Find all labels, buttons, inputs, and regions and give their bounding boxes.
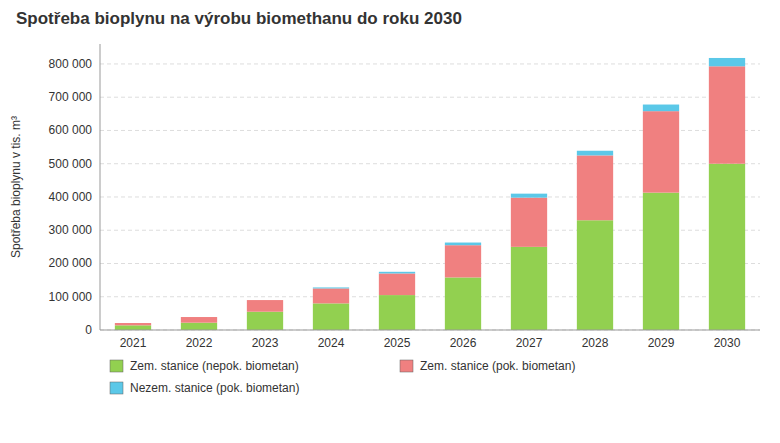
x-tick-label: 2027 (516, 336, 543, 350)
y-tick-label: 100 000 (49, 290, 93, 304)
y-tick-label: 0 (85, 323, 92, 337)
x-tick-label: 2022 (186, 336, 213, 350)
bar-segment (115, 323, 151, 324)
bar-segment (643, 105, 679, 112)
x-ticks: 2021 2022 2023 2024 2025 2026 2027 2028 2029 2030 (120, 336, 741, 350)
legend-swatch (110, 382, 123, 394)
y-tick-label: 500 000 (49, 157, 93, 171)
bar-segment (445, 277, 481, 330)
bar-segment (181, 317, 217, 318)
legend-swatch (400, 360, 413, 372)
bar-segment (577, 220, 613, 330)
x-axis-line (100, 330, 760, 331)
bar-segment (577, 151, 613, 156)
x-tick-label: 2024 (318, 336, 345, 350)
x-tick-label: 2029 (648, 336, 675, 350)
bar-segment (313, 287, 349, 289)
y-axis-line (100, 44, 101, 330)
grid-line (100, 330, 760, 331)
bars (115, 58, 745, 330)
y-tick-label: 300 000 (49, 223, 93, 237)
legend-label: Nezem. stanice (pok. biometan) (130, 381, 299, 395)
chart: Spotřeba bioplynu na výrobu biomethanu d… (0, 0, 780, 443)
bar-segment (181, 317, 217, 323)
y-tick-label: 400 000 (49, 190, 93, 204)
x-tick-label: 2026 (450, 336, 477, 350)
x-tick-label: 2030 (714, 336, 741, 350)
y-tick-label: 800 000 (49, 57, 93, 71)
bar-segment (643, 111, 679, 192)
y-axis-label: Spotřeba bioplynu v tis. m³ (9, 116, 23, 258)
y-tick-label: 700 000 (49, 90, 93, 104)
bar-segment (511, 247, 547, 330)
y-ticks: 0 100 000 200 000 300 000 400 000 500 000 600 … (49, 57, 93, 337)
bar-segment (379, 272, 415, 274)
grid-line (100, 97, 760, 98)
bar-segment (511, 198, 547, 247)
bar-segment (379, 295, 415, 330)
bar-segment (709, 164, 745, 330)
bar-segment (445, 245, 481, 277)
bar-segment (115, 323, 151, 325)
bar-segment (445, 243, 481, 246)
bar-segment (247, 312, 283, 330)
y-tick-label: 600 000 (49, 123, 93, 137)
bar-segment (577, 155, 613, 220)
bar-segment (247, 300, 283, 312)
legend: Zem. stanice (nepok. biometan) Zem. stani… (110, 359, 575, 395)
title: Spotřeba bioplynu na výrobu biomethanu d… (16, 9, 462, 28)
grid (100, 64, 760, 330)
bar-segment (313, 288, 349, 303)
x-tick-label: 2023 (252, 336, 279, 350)
bar-segment (181, 323, 217, 330)
x-tick-label: 2028 (582, 336, 609, 350)
bar-segment (115, 325, 151, 330)
legend-swatch (110, 360, 123, 372)
bar-segment (313, 303, 349, 330)
bar-segment (709, 58, 745, 66)
x-tick-label: 2021 (120, 336, 147, 350)
y-tick-label: 200 000 (49, 256, 93, 270)
bar-segment (643, 193, 679, 330)
legend-label: Zem. stanice (pok. biometan) (420, 359, 575, 373)
bar-segment (709, 66, 745, 163)
x-tick-label: 2025 (384, 336, 411, 350)
bar-segment (511, 194, 547, 198)
bar-segment (247, 300, 283, 301)
grid-line (100, 63, 760, 64)
legend-label: Zem. stanice (nepok. biometan) (130, 359, 299, 373)
bar-segment (379, 273, 415, 295)
